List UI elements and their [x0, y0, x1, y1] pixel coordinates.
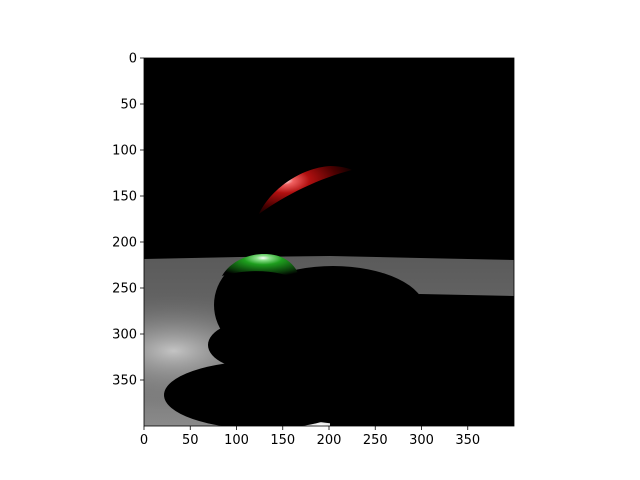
x-tick-label: 350	[455, 433, 480, 448]
x-tick-label: 200	[317, 433, 342, 448]
dark-sphere	[214, 257, 310, 353]
x-tick-label: 0	[140, 433, 148, 448]
y-tick-label: 150	[112, 190, 137, 205]
x-tick-label: 50	[182, 433, 199, 448]
y-axis: 0 50 100 150 200 250 300 350	[112, 52, 144, 389]
shadow-right	[235, 343, 514, 426]
x-tick-label: 250	[363, 433, 388, 448]
x-tick-label: 150	[270, 433, 295, 448]
y-tick-label: 300	[112, 328, 137, 343]
red-sphere	[259, 166, 352, 214]
x-tick-label: 300	[409, 433, 434, 448]
y-tick-label: 200	[112, 236, 137, 251]
y-tick-label: 0	[129, 52, 137, 67]
x-tick-label: 100	[224, 433, 249, 448]
green-sphere	[222, 254, 301, 281]
y-tick-label: 50	[120, 98, 137, 113]
rendered-image	[144, 58, 514, 426]
y-tick-label: 100	[112, 144, 137, 159]
y-tick-label: 350	[112, 374, 137, 389]
x-axis: 0 50 100 150 200 250 300 350	[140, 426, 480, 448]
y-tick-label: 250	[112, 282, 137, 297]
